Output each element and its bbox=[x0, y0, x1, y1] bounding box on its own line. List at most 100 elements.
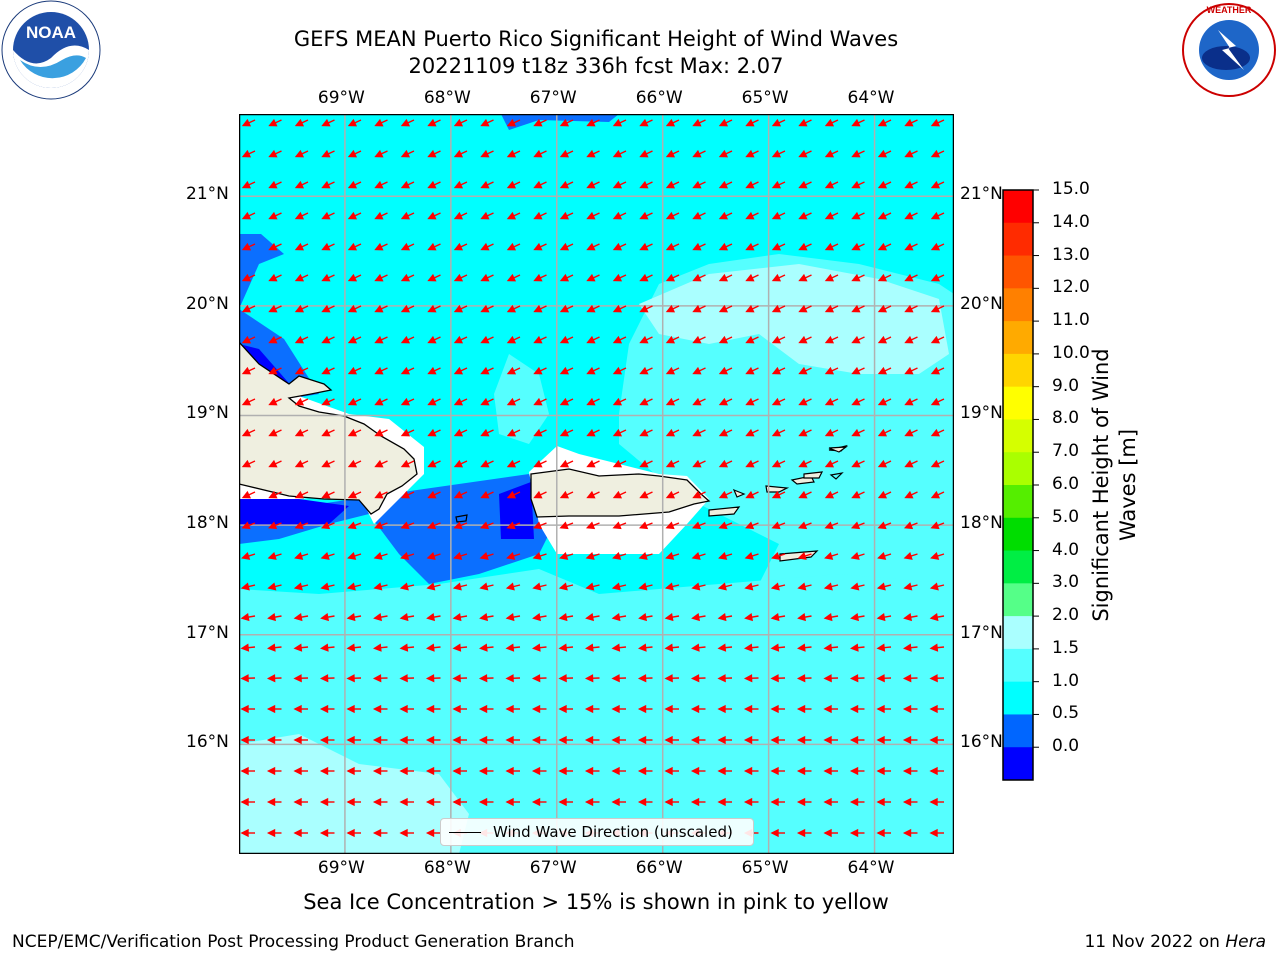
wave-arrow-head bbox=[877, 211, 888, 220]
wave-arrow-head bbox=[266, 766, 276, 776]
wave-arrow-head bbox=[452, 612, 462, 622]
wave-arrow-head bbox=[717, 766, 726, 776]
wave-arrow-head bbox=[374, 490, 384, 499]
wave-arrow-head bbox=[770, 612, 780, 622]
wave-arrow-head bbox=[639, 242, 649, 251]
colorbar-label: Significant Height of Wind Waves [m] bbox=[1088, 348, 1142, 621]
wave-arrow-head bbox=[268, 366, 278, 375]
wave-arrow-head bbox=[612, 335, 623, 344]
wave-arrow-head bbox=[267, 582, 277, 591]
wave-arrow-head bbox=[771, 459, 782, 468]
wave-arrow-head bbox=[558, 735, 567, 745]
wave-arrow-head bbox=[400, 366, 411, 375]
wave-arrow-head bbox=[745, 180, 755, 189]
colorbar-segment bbox=[1003, 583, 1033, 617]
wave-arrow-head bbox=[400, 490, 411, 499]
colorbar-tick-label: 10.0 bbox=[1052, 342, 1090, 363]
wave-band-0p5-1-nw bbox=[239, 234, 284, 309]
wave-arrow-head bbox=[611, 735, 620, 745]
wave-arrow-head bbox=[347, 335, 358, 344]
wave-arrow-head bbox=[532, 643, 541, 652]
wave-arrow-head bbox=[240, 828, 249, 838]
wave-arrow-head bbox=[372, 674, 382, 683]
wave-arrow-head bbox=[558, 797, 567, 807]
wave-arrow-head bbox=[373, 551, 383, 560]
wave-arrow-head bbox=[585, 551, 595, 560]
wave-arrow-head bbox=[718, 428, 729, 437]
wave-arrow-head bbox=[796, 735, 806, 745]
wave-arrow-head bbox=[347, 551, 357, 560]
wave-arrow-head bbox=[717, 674, 726, 683]
wave-arrow-head bbox=[798, 211, 808, 220]
wave-arrow-head bbox=[347, 211, 358, 220]
wave-arrow-head bbox=[425, 766, 435, 776]
wave-arrow-head bbox=[558, 643, 568, 652]
wave-arrow-head bbox=[877, 118, 888, 127]
wave-arrow-head bbox=[665, 180, 676, 189]
wave-arrow-head bbox=[346, 735, 355, 745]
wave-arrow-head bbox=[771, 118, 782, 127]
wave-arrow-head bbox=[347, 521, 357, 530]
colorbar-segment bbox=[1003, 648, 1033, 683]
wave-arrow-head bbox=[241, 304, 252, 313]
wave-arrow-head bbox=[452, 643, 462, 652]
wave-arrow-head bbox=[347, 428, 358, 437]
wave-arrow-head bbox=[876, 828, 885, 838]
wave-arrow-head bbox=[585, 521, 596, 530]
wave-arrow-head bbox=[902, 797, 912, 807]
wave-arrow-head bbox=[824, 428, 835, 437]
wave-arrow-head bbox=[240, 735, 249, 745]
wave-arrow-head bbox=[346, 674, 355, 683]
wave-arrow-head bbox=[531, 735, 541, 745]
wave-arrow-head bbox=[639, 273, 649, 282]
wave-arrow-head bbox=[665, 428, 676, 437]
wave-arrow-head bbox=[690, 704, 700, 714]
wave-arrow-head bbox=[823, 766, 832, 776]
wave-arrow-head bbox=[796, 797, 806, 807]
wave-arrow-head bbox=[770, 643, 780, 652]
wave-arrow-head bbox=[903, 612, 912, 622]
wave-arrow-head bbox=[770, 797, 779, 807]
wave-arrow-head bbox=[903, 582, 913, 591]
colorbar-segment bbox=[1003, 714, 1033, 748]
colorbar-tick-label: 0.0 bbox=[1052, 736, 1080, 757]
wave-arrow-head bbox=[743, 704, 753, 714]
wave-arrow-head bbox=[930, 490, 941, 499]
map-legend: Wind Wave Direction (unscaled) bbox=[440, 818, 754, 846]
wave-arrow-head bbox=[559, 366, 570, 375]
wave-band-2-3-east bbox=[639, 264, 949, 374]
sea-ice-note: Sea Ice Concentration > 15% is shown in … bbox=[303, 890, 889, 914]
wave-arrow-head bbox=[930, 180, 941, 189]
wave-arrow-head bbox=[373, 582, 383, 591]
wave-arrow-head bbox=[425, 674, 435, 683]
wave-arrow-head bbox=[745, 273, 755, 282]
wave-arrow-head bbox=[480, 242, 490, 251]
footer-date: 11 Nov 2022 on bbox=[1084, 932, 1220, 952]
wave-arrow-head bbox=[268, 490, 278, 499]
wave-arrow-head bbox=[664, 582, 674, 591]
wave-arrow-head bbox=[267, 643, 276, 652]
wave-arrow-head bbox=[824, 366, 835, 375]
wave-arrow-head bbox=[904, 211, 914, 220]
wave-arrow-head bbox=[824, 335, 835, 344]
wave-arrow-head bbox=[347, 490, 358, 499]
wave-arrow-head bbox=[743, 797, 753, 807]
wave-arrow-head bbox=[506, 397, 517, 406]
wave-arrow-head bbox=[877, 521, 887, 530]
wave-arrow-head bbox=[240, 612, 250, 622]
wave-direction-arrows bbox=[240, 118, 945, 838]
wave-arrow-head bbox=[559, 180, 570, 189]
wave-arrow-head bbox=[929, 674, 938, 683]
wave-arrow-head bbox=[586, 273, 596, 282]
wave-arrow-head bbox=[241, 211, 252, 220]
wave-arrow-head bbox=[320, 643, 329, 652]
wave-arrow-head bbox=[612, 551, 622, 560]
wave-arrow-head bbox=[877, 242, 888, 251]
wave-arrow-head bbox=[505, 704, 514, 714]
wave-arrow-head bbox=[771, 149, 782, 158]
wave-arrow-head bbox=[267, 521, 278, 530]
wave-arrow-head bbox=[506, 180, 517, 189]
wave-arrow-head bbox=[823, 674, 832, 683]
wave-arrow-head bbox=[505, 643, 515, 652]
wave-arrow-head bbox=[877, 180, 888, 189]
